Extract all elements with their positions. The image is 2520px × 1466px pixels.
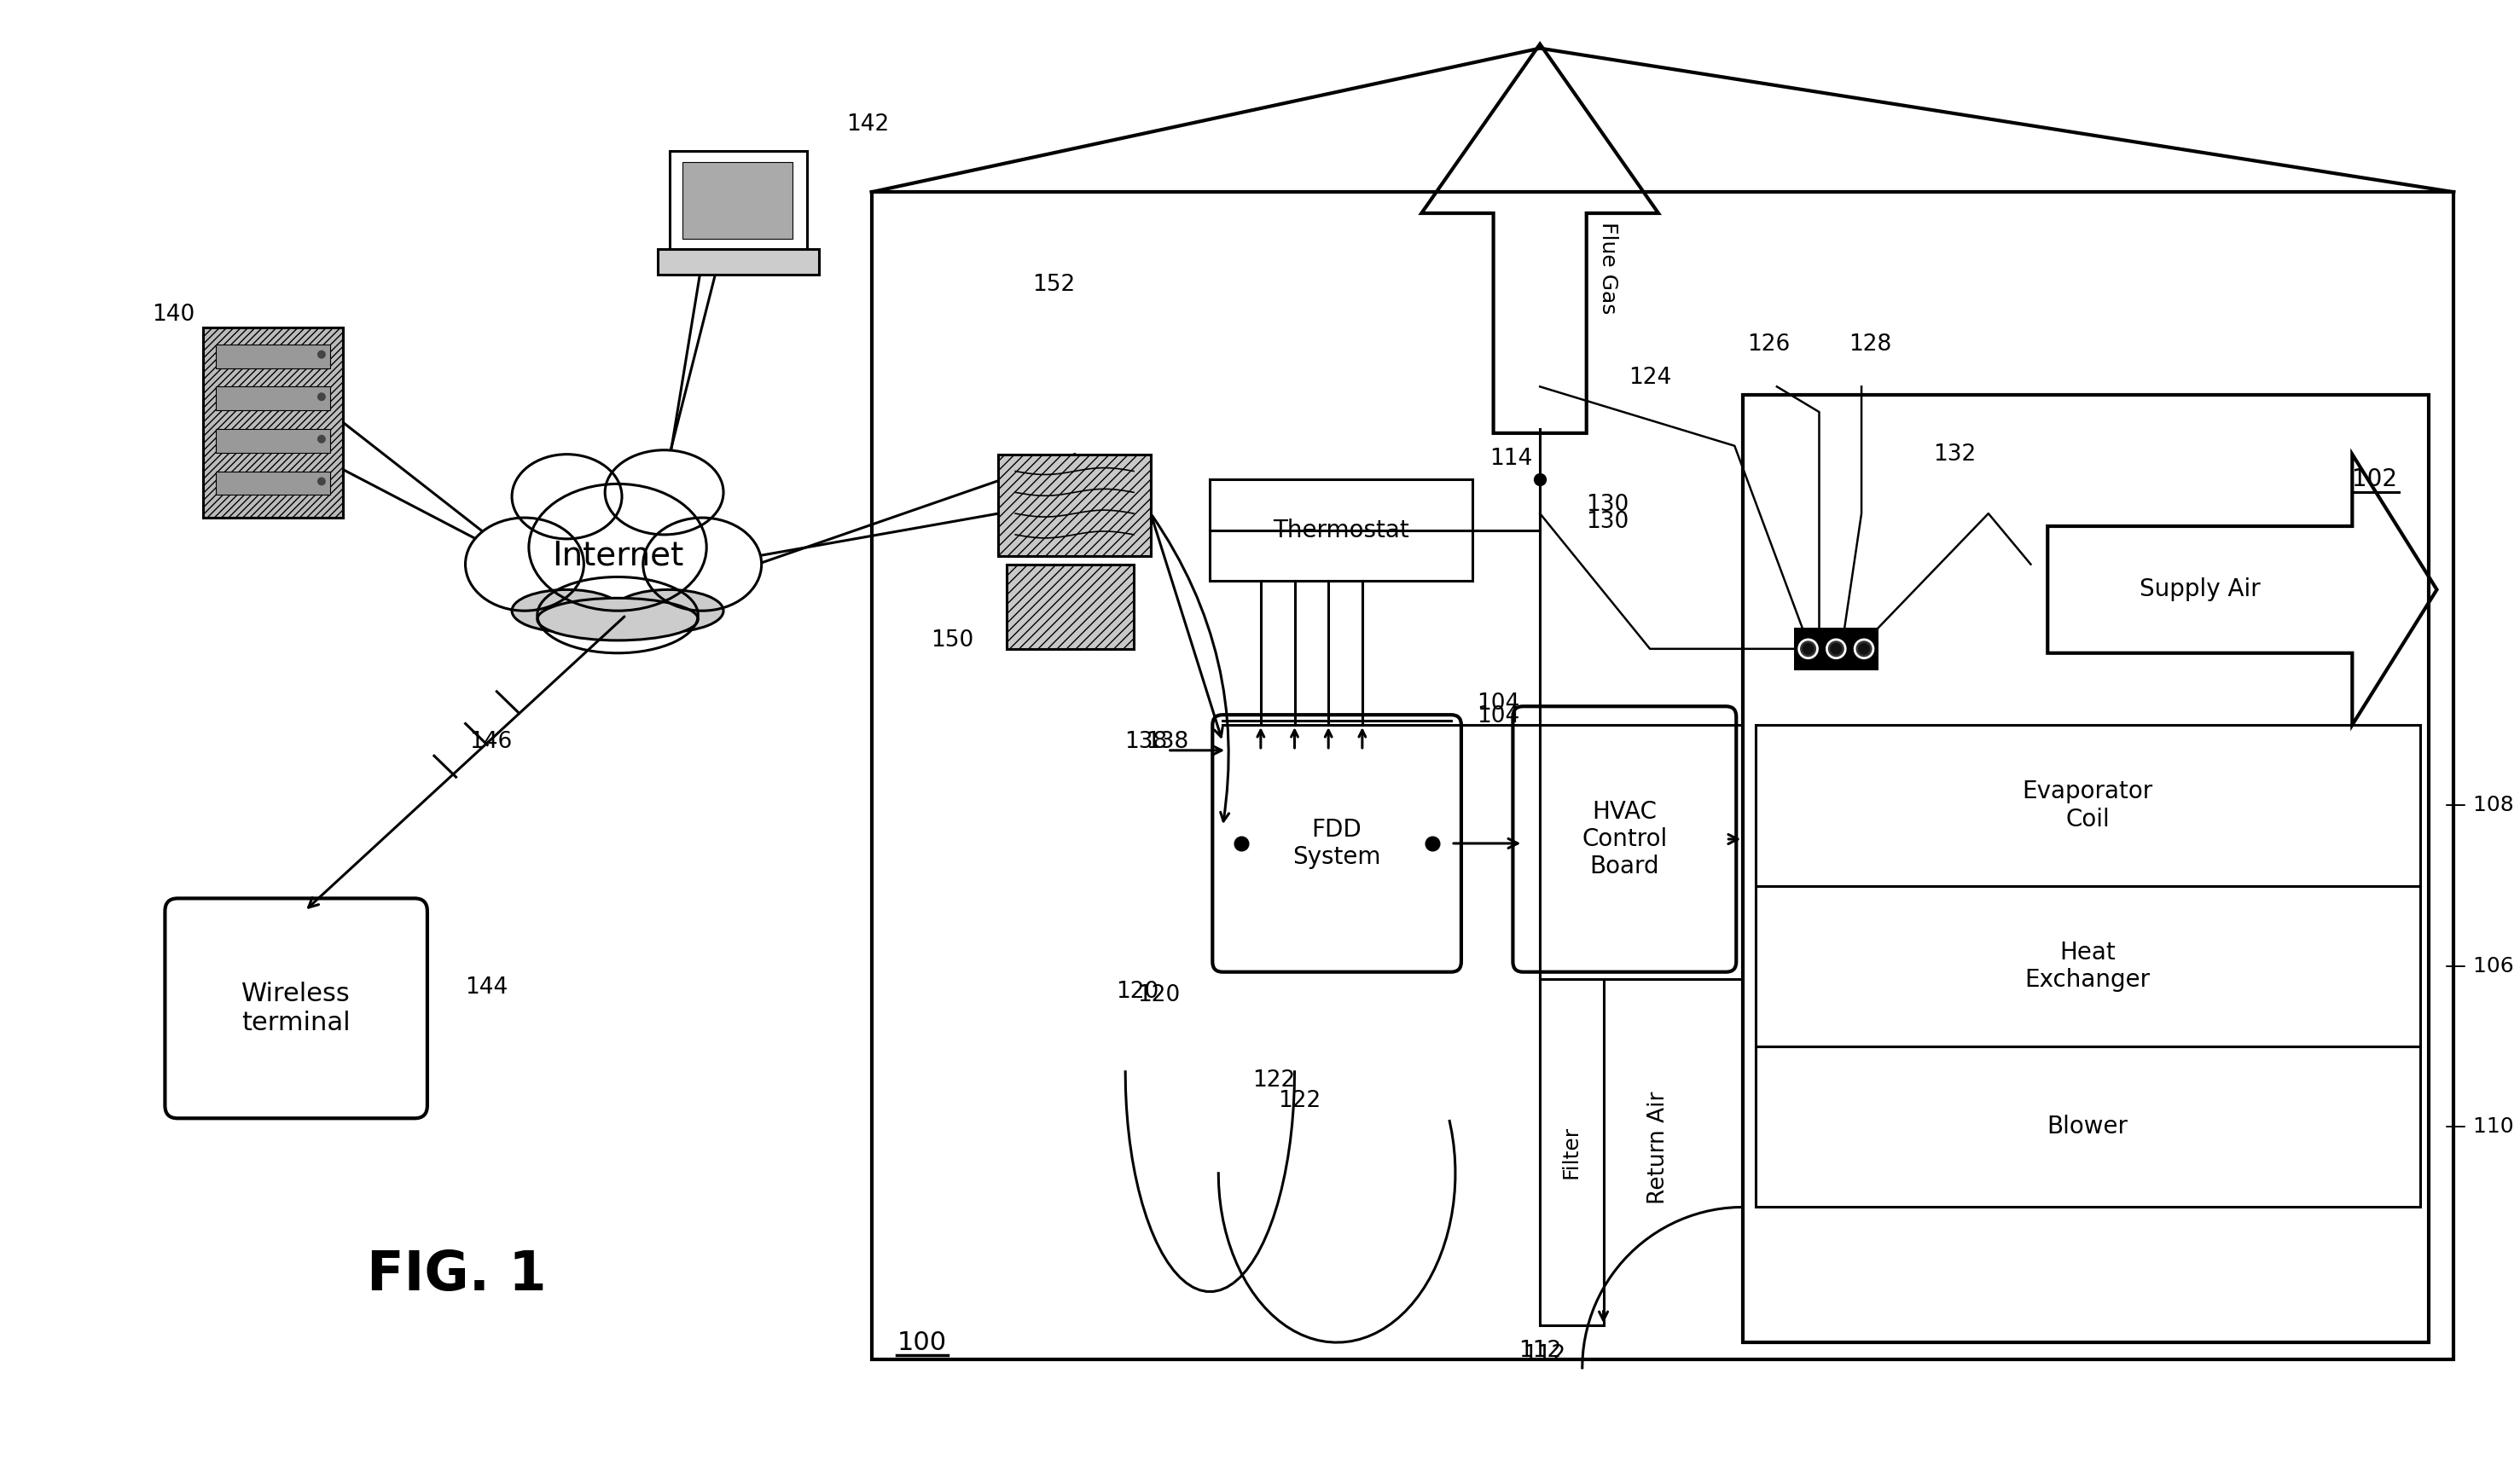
Text: 120: 120 xyxy=(1116,981,1159,1003)
Ellipse shape xyxy=(612,589,723,632)
Text: Filter: Filter xyxy=(1560,1126,1583,1179)
Text: FDD
System: FDD System xyxy=(1293,818,1381,869)
Circle shape xyxy=(1830,644,1842,655)
Circle shape xyxy=(318,350,325,359)
Bar xyxy=(217,430,330,453)
FancyBboxPatch shape xyxy=(658,249,819,276)
Text: Blower: Blower xyxy=(2046,1114,2127,1139)
Circle shape xyxy=(1827,639,1845,658)
Text: 112: 112 xyxy=(1522,1344,1565,1366)
Circle shape xyxy=(1857,644,1870,655)
Text: 112: 112 xyxy=(1520,1340,1562,1362)
Bar xyxy=(1744,394,2429,1343)
Text: 104: 104 xyxy=(1477,693,1520,715)
Bar xyxy=(1756,726,2419,885)
Ellipse shape xyxy=(512,589,622,632)
Text: 114: 114 xyxy=(1489,447,1532,469)
Circle shape xyxy=(318,393,325,402)
Text: 150: 150 xyxy=(930,629,973,651)
Circle shape xyxy=(318,476,325,485)
Circle shape xyxy=(1855,639,1872,658)
Text: HVAC
Control
Board: HVAC Control Board xyxy=(1583,799,1668,878)
Text: 100: 100 xyxy=(897,1330,948,1355)
Ellipse shape xyxy=(537,578,698,652)
Ellipse shape xyxy=(537,598,698,641)
Bar xyxy=(1008,564,1134,649)
Text: 128: 128 xyxy=(1850,333,1893,355)
Ellipse shape xyxy=(529,484,706,611)
Text: 130: 130 xyxy=(1585,510,1628,534)
Text: 122: 122 xyxy=(1252,1069,1295,1091)
Text: 120: 120 xyxy=(1137,985,1179,1007)
Text: Flue Gas: Flue Gas xyxy=(1598,221,1618,314)
Bar xyxy=(998,454,1152,556)
Text: 124: 124 xyxy=(1628,366,1671,390)
FancyBboxPatch shape xyxy=(670,151,806,255)
Bar xyxy=(217,345,330,368)
Ellipse shape xyxy=(605,450,723,535)
Bar xyxy=(1540,979,1603,1325)
Bar xyxy=(204,327,343,517)
Bar xyxy=(1794,627,1877,670)
Text: Internet: Internet xyxy=(552,539,683,572)
Ellipse shape xyxy=(643,517,761,611)
Text: Thermostat: Thermostat xyxy=(1273,519,1409,542)
Text: 146: 146 xyxy=(469,730,512,754)
Text: — 106: — 106 xyxy=(2444,956,2515,976)
Text: Wireless
terminal: Wireless terminal xyxy=(242,982,350,1035)
Text: — 110: — 110 xyxy=(2444,1117,2515,1138)
Circle shape xyxy=(1802,644,1814,655)
Text: 126: 126 xyxy=(1746,333,1789,355)
Ellipse shape xyxy=(466,517,585,611)
Text: 122: 122 xyxy=(1278,1091,1320,1113)
Text: 144: 144 xyxy=(466,976,509,998)
Circle shape xyxy=(318,435,325,443)
Bar xyxy=(217,387,330,410)
Text: 132: 132 xyxy=(1933,443,1976,465)
Bar xyxy=(1756,1047,2419,1207)
Bar xyxy=(217,471,330,496)
Text: Heat
Exchanger: Heat Exchanger xyxy=(2024,940,2150,992)
Text: FIG. 1: FIG. 1 xyxy=(368,1249,547,1302)
Bar xyxy=(1756,885,2419,1047)
Ellipse shape xyxy=(512,454,622,539)
Text: Supply Air: Supply Air xyxy=(2139,578,2260,601)
Text: 104: 104 xyxy=(1477,705,1520,727)
Text: 102: 102 xyxy=(2351,468,2397,491)
Bar xyxy=(683,163,794,239)
Text: 130: 130 xyxy=(1585,494,1628,516)
Text: 140: 140 xyxy=(151,303,194,325)
Text: 152: 152 xyxy=(1033,274,1076,296)
Text: 138: 138 xyxy=(1124,730,1167,754)
Text: 138: 138 xyxy=(1147,730,1189,754)
Text: 142: 142 xyxy=(847,113,890,135)
Text: — 108: — 108 xyxy=(2444,795,2515,815)
Bar xyxy=(872,192,2454,1359)
Text: Evaporator
Coil: Evaporator Coil xyxy=(2021,780,2152,831)
Bar xyxy=(1210,479,1472,581)
Circle shape xyxy=(1799,639,1817,658)
Text: Return Air: Return Air xyxy=(1648,1092,1668,1205)
